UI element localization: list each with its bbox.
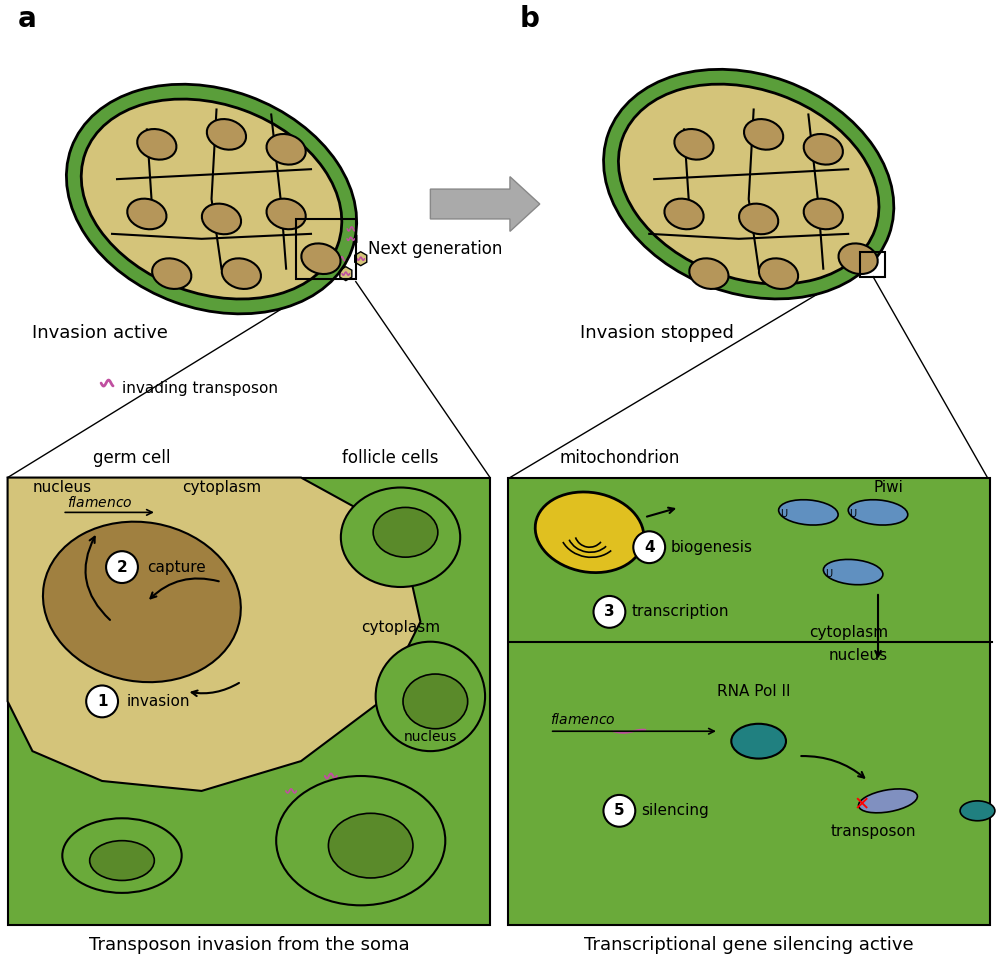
Text: Invasion stopped: Invasion stopped xyxy=(580,325,734,342)
Ellipse shape xyxy=(152,258,191,289)
Ellipse shape xyxy=(266,199,305,229)
Ellipse shape xyxy=(839,243,878,274)
Polygon shape xyxy=(279,777,303,805)
Ellipse shape xyxy=(207,119,246,150)
Ellipse shape xyxy=(202,204,241,234)
Circle shape xyxy=(594,596,626,628)
Polygon shape xyxy=(299,827,323,855)
Ellipse shape xyxy=(301,243,340,274)
Text: invasion: invasion xyxy=(127,694,190,709)
Ellipse shape xyxy=(375,641,485,752)
Ellipse shape xyxy=(619,84,879,284)
FancyBboxPatch shape xyxy=(508,477,990,925)
Ellipse shape xyxy=(137,129,176,159)
Text: U: U xyxy=(850,509,857,520)
Text: nucleus: nucleus xyxy=(829,647,888,663)
Text: $\it{flamenco}$: $\it{flamenco}$ xyxy=(67,496,133,510)
Text: Invasion active: Invasion active xyxy=(32,325,168,342)
Ellipse shape xyxy=(732,724,786,758)
Text: invading transposon: invading transposon xyxy=(122,381,278,395)
FancyBboxPatch shape xyxy=(8,477,490,925)
Circle shape xyxy=(86,686,118,718)
Text: transcription: transcription xyxy=(632,605,729,619)
Text: ✕: ✕ xyxy=(853,796,870,814)
Text: U: U xyxy=(825,569,832,579)
Polygon shape xyxy=(339,267,351,280)
Polygon shape xyxy=(354,252,366,266)
Text: a: a xyxy=(18,5,36,33)
Text: germ cell: germ cell xyxy=(93,448,171,467)
Text: transposon: transposon xyxy=(830,824,916,838)
Text: capture: capture xyxy=(147,559,205,575)
Ellipse shape xyxy=(536,492,644,573)
Ellipse shape xyxy=(604,70,894,298)
Ellipse shape xyxy=(90,840,154,880)
Polygon shape xyxy=(209,658,233,686)
Text: 1: 1 xyxy=(97,694,107,709)
Text: 4: 4 xyxy=(644,540,655,554)
Text: Piwi: Piwi xyxy=(873,480,903,496)
Text: cytoplasm: cytoplasm xyxy=(361,620,440,635)
Ellipse shape xyxy=(960,801,995,821)
Text: 2: 2 xyxy=(117,559,127,575)
Ellipse shape xyxy=(690,258,729,289)
Text: silencing: silencing xyxy=(642,804,709,818)
Text: RNA Pol II: RNA Pol II xyxy=(717,685,791,699)
Ellipse shape xyxy=(859,789,917,812)
Ellipse shape xyxy=(824,559,883,584)
Ellipse shape xyxy=(665,199,704,229)
Ellipse shape xyxy=(804,199,843,229)
Text: nucleus: nucleus xyxy=(33,480,92,496)
Text: Transcriptional gene silencing active: Transcriptional gene silencing active xyxy=(584,936,914,954)
Polygon shape xyxy=(319,797,343,825)
Ellipse shape xyxy=(266,134,305,164)
Text: Transposon invasion from the soma: Transposon invasion from the soma xyxy=(89,936,409,954)
Ellipse shape xyxy=(62,818,181,893)
Ellipse shape xyxy=(222,258,261,289)
Text: cytoplasm: cytoplasm xyxy=(809,625,888,639)
Ellipse shape xyxy=(759,258,798,289)
Ellipse shape xyxy=(779,499,838,526)
Ellipse shape xyxy=(276,776,445,905)
Text: Next generation: Next generation xyxy=(368,240,503,258)
Circle shape xyxy=(634,531,665,563)
Text: mitochondrion: mitochondrion xyxy=(560,448,680,467)
Ellipse shape xyxy=(848,499,908,526)
Ellipse shape xyxy=(328,813,413,878)
Ellipse shape xyxy=(403,674,467,728)
Ellipse shape xyxy=(66,84,356,314)
Text: $\it{flamenco}$: $\it{flamenco}$ xyxy=(550,712,616,727)
Ellipse shape xyxy=(675,129,714,159)
FancyArrow shape xyxy=(430,177,540,232)
Polygon shape xyxy=(344,232,356,245)
Ellipse shape xyxy=(127,199,166,229)
Circle shape xyxy=(604,795,636,827)
Text: cytoplasm: cytoplasm xyxy=(182,480,261,496)
Text: follicle cells: follicle cells xyxy=(342,448,438,467)
Ellipse shape xyxy=(341,488,460,587)
Circle shape xyxy=(106,552,138,583)
Text: 3: 3 xyxy=(605,605,615,619)
PathPatch shape xyxy=(8,477,420,791)
Text: nucleus: nucleus xyxy=(403,730,457,744)
Polygon shape xyxy=(234,697,258,725)
Ellipse shape xyxy=(373,507,437,557)
Ellipse shape xyxy=(804,134,843,164)
Ellipse shape xyxy=(739,204,778,234)
Ellipse shape xyxy=(81,99,341,299)
Ellipse shape xyxy=(43,522,241,682)
Polygon shape xyxy=(204,732,228,760)
Text: biogenesis: biogenesis xyxy=(671,540,753,554)
Text: 5: 5 xyxy=(614,804,625,818)
Text: b: b xyxy=(520,5,540,33)
Text: U: U xyxy=(780,509,787,520)
Ellipse shape xyxy=(744,119,783,150)
